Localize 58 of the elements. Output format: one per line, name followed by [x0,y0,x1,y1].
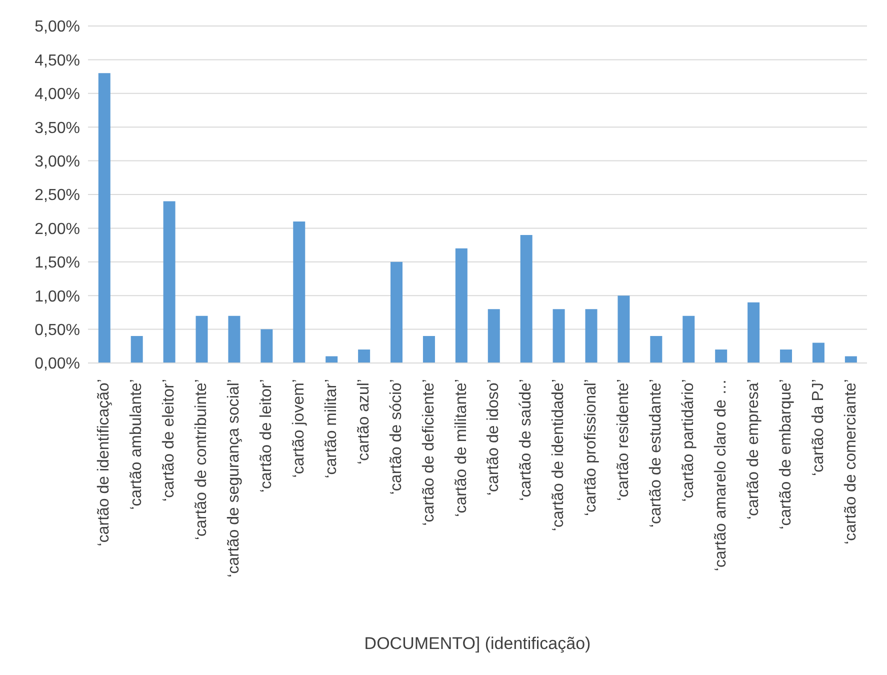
x-axis-title: DOCUMENTO] (identificação) [364,634,591,653]
y-tick-label: 1,00% [34,288,80,306]
x-tick-label: ‘cartão de sócio’ [388,379,405,495]
x-tick-label: ‘cartão de empresa’ [744,379,762,520]
bar [390,262,403,363]
bar [748,302,760,363]
x-tick-label: ‘cartão partidário’ [680,379,697,502]
x-tick-label: ‘cartão de saúde’ [518,379,535,501]
x-tick-label: ‘cartão jovem’ [290,379,308,478]
x-tick-label: ‘cartão amarelo claro de … [712,379,730,572]
y-tick-label: 2,00% [34,220,80,238]
y-tick-label: 4,00% [34,86,80,104]
bar [455,248,468,363]
bar [488,309,500,363]
bar [618,296,630,363]
bar [552,309,565,363]
y-tick-label: 3,50% [34,120,80,137]
y-tick-label: 3,00% [34,153,80,170]
bar [163,201,176,363]
y-tick-label: 0,00% [34,356,80,373]
bar [260,329,273,363]
bar [780,350,792,363]
bar [196,316,208,363]
bar [585,309,598,363]
x-tick-label: ‘cartão ambulante’ [128,379,146,510]
bar [358,350,370,363]
x-tick-label: ‘cartão de comerciante’ [842,379,860,544]
x-tick-label: ‘cartão azul’ [355,379,372,464]
x-tick-label: ‘cartão militar’ [322,379,340,478]
x-tick-label: ‘cartão de deficiente’ [420,379,438,526]
y-tick-label: 5,00% [34,18,80,36]
bar [422,336,435,363]
x-tick-label: ‘cartão profissional’ [582,379,600,516]
bar [520,234,532,363]
x-tick-label: ‘cartão de identificação’ [96,379,113,546]
bar [228,316,240,363]
bar [293,221,306,363]
bar [650,336,662,363]
x-tick-label: ‘cartão de contribuinte’ [193,379,210,540]
x-tick-label: ‘cartão da PJ’ [810,379,827,476]
x-tick-label: ‘cartão de estudante’ [648,379,665,528]
bar [130,336,143,363]
bar [715,350,728,363]
x-tick-label: ‘cartão de militante’ [452,379,470,517]
bar [98,73,110,363]
bar [812,342,824,363]
x-tick-label: ‘cartão de segurança social’ [226,379,243,578]
x-tick-label: ‘cartão de idoso’ [485,379,502,496]
x-tick-label: ‘cartão residente’ [615,379,632,501]
bar [682,316,695,363]
x-tick-label: ‘cartão de leitor’ [258,379,276,493]
x-tick-label: ‘cartão de identidade’ [550,379,568,532]
y-tick-label: 4,50% [34,52,80,70]
x-tick-label: ‘cartão de eleitor’ [160,379,178,502]
x-tick-label: ‘cartão de embarque’ [777,379,794,530]
y-tick-label: 2,50% [34,187,80,204]
y-tick-label: 1,50% [34,254,80,272]
y-tick-label: 0,50% [34,322,80,339]
